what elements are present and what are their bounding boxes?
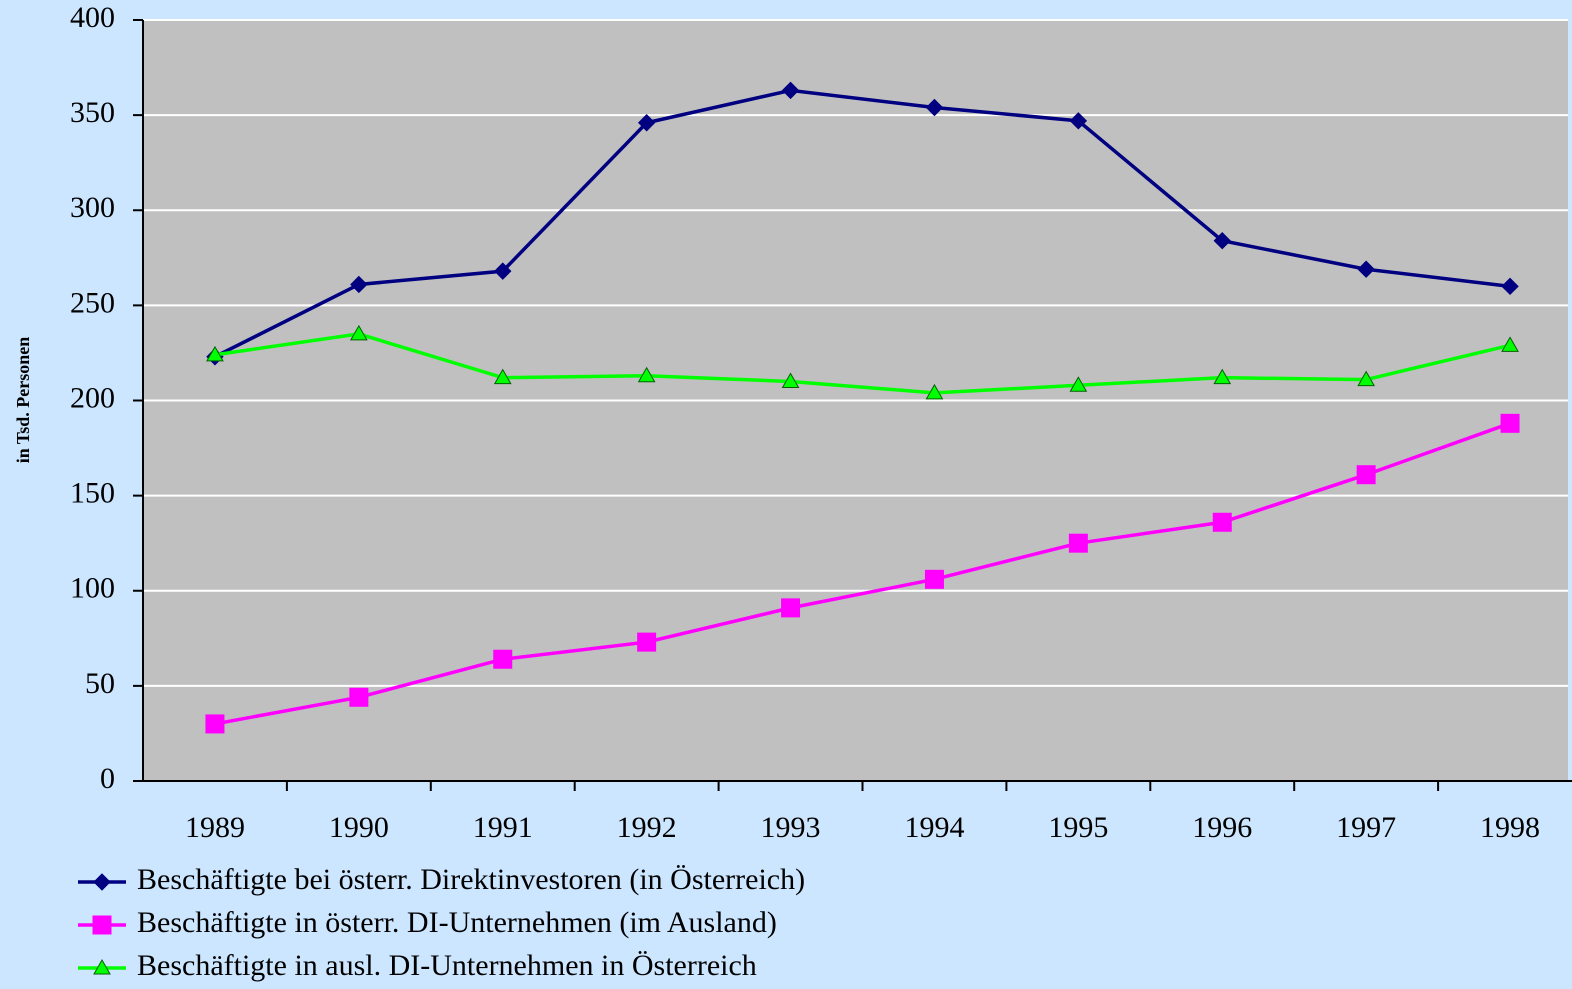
x-tick-label: 1989 xyxy=(185,811,245,844)
x-tick-label: 1990 xyxy=(329,811,389,844)
legend-marker xyxy=(92,915,112,935)
y-tick-label: 150 xyxy=(70,477,115,510)
data-point xyxy=(493,649,513,669)
y-tick-label: 350 xyxy=(70,96,115,129)
y-tick-label: 200 xyxy=(70,381,115,414)
data-point xyxy=(637,366,656,383)
legend-label: Beschäftigte in österr. DI-Unternehmen (… xyxy=(137,906,777,939)
y-axis-label: in Tsd. Personen xyxy=(13,337,33,464)
series-line xyxy=(214,421,1511,726)
x-tick-label: 1992 xyxy=(617,811,677,844)
x-tick-label: 1994 xyxy=(904,811,964,844)
data-point xyxy=(493,368,512,385)
data-point xyxy=(637,632,657,652)
y-tick-label: 300 xyxy=(70,191,115,224)
legend-marker xyxy=(93,958,111,975)
data-point xyxy=(1068,533,1088,553)
x-tick-label: 1993 xyxy=(761,811,821,844)
data-point xyxy=(1501,277,1519,296)
data-point xyxy=(494,262,512,280)
data-point xyxy=(781,372,800,388)
x-tick-label: 1996 xyxy=(1192,811,1252,844)
data-point xyxy=(205,714,225,734)
data-point xyxy=(781,598,801,618)
data-point xyxy=(1213,368,1232,385)
data-point xyxy=(1357,370,1376,387)
data-point xyxy=(206,345,224,362)
series-line xyxy=(214,88,1511,359)
y-tick-label: 400 xyxy=(70,1,115,34)
series-line xyxy=(214,332,1511,395)
y-tick-label: 100 xyxy=(70,572,115,605)
data-point xyxy=(1069,112,1088,130)
legend-label: Beschäftigte bei österr. Direktinvestore… xyxy=(137,863,805,896)
data-point xyxy=(1212,512,1232,532)
x-tick-label: 1995 xyxy=(1048,811,1108,844)
legend-marker xyxy=(93,873,111,891)
data-point xyxy=(350,275,368,294)
data-point xyxy=(925,98,944,117)
data-point xyxy=(349,324,368,341)
y-tick-label: 0 xyxy=(100,762,115,795)
x-tick-label: 1991 xyxy=(473,811,533,844)
x-tick-label: 1997 xyxy=(1336,811,1396,844)
data-point xyxy=(1356,465,1376,485)
data-point xyxy=(1500,413,1520,433)
data-point xyxy=(1213,231,1231,250)
x-tick-label: 1998 xyxy=(1480,811,1540,844)
data-point xyxy=(637,114,656,132)
legend-label: Beschäftigte in ausl. DI-Unternehmen in … xyxy=(137,949,757,982)
y-tick-label: 250 xyxy=(70,286,115,319)
y-tick-label: 50 xyxy=(85,667,115,700)
data-point xyxy=(1069,376,1088,392)
data-point xyxy=(925,383,944,400)
data-point xyxy=(1501,336,1519,352)
data-point xyxy=(349,687,369,707)
data-point xyxy=(1357,260,1375,278)
data-point xyxy=(781,81,800,100)
data-point xyxy=(924,569,944,589)
